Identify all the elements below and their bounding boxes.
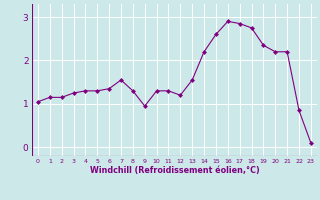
X-axis label: Windchill (Refroidissement éolien,°C): Windchill (Refroidissement éolien,°C) — [90, 166, 259, 175]
